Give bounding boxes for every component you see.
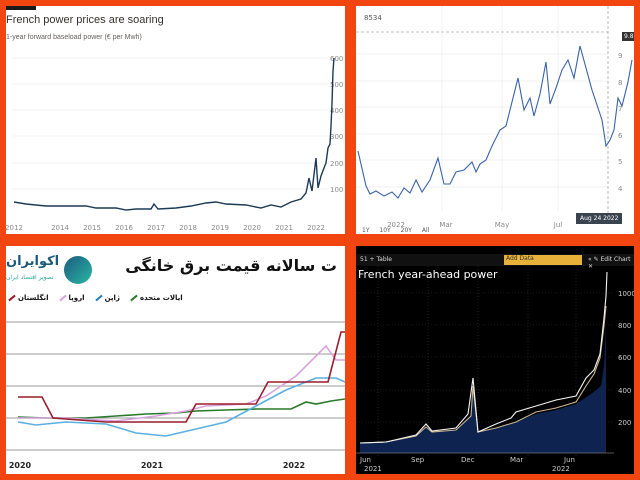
logo-name: اکوایران [6,254,60,269]
svg-text:800: 800 [618,322,631,330]
chart-title: French year-ahead power [358,268,498,281]
svg-text:5: 5 [618,158,622,166]
last-price-tag: 9.83 [622,32,634,41]
bloomberg-toolbar: 51 + Table Add Data « ✎ Edit Chart ✕ [356,254,634,270]
svg-text:Mar: Mar [510,456,523,464]
svg-text:Sep: Sep [411,456,425,464]
price-line-chart[interactable]: 9 8 7 6 5 4 2022 Mar May Jul [356,6,634,234]
svg-text:600: 600 [618,354,631,362]
svg-text:1000: 1000 [618,290,634,298]
add-data-field[interactable]: Add Data [504,255,582,265]
range-selector[interactable]: 1Y 10Y 20Y All [362,227,437,234]
svg-text:2016: 2016 [115,224,133,232]
svg-text:2022: 2022 [283,461,305,470]
svg-text:2020: 2020 [243,224,261,232]
legend-usa: ایالات متحده [128,294,183,302]
svg-text:2012: 2012 [6,224,23,232]
bloomberg-chart-panel: 51 + Table Add Data « ✎ Edit Chart ✕ Fre… [356,246,634,474]
logo-mark-icon [64,256,92,284]
svg-text:2017: 2017 [147,224,165,232]
legend-europe: اروپا [57,294,85,302]
svg-text:Jul: Jul [553,221,563,229]
svg-text:8: 8 [618,79,622,87]
ecoiran-line-chart: 2020 2021 2022 [6,321,345,470]
ft-line-chart: 600 500 400 300 200 100 2012 2014 2015 2… [6,55,343,232]
svg-text:9: 9 [618,52,622,60]
legend-uk: انگلستان [6,294,49,302]
edit-chart-button[interactable]: « ✎ Edit Chart ✕ [588,256,631,270]
svg-text:400: 400 [330,107,343,115]
svg-text:100: 100 [330,186,343,194]
svg-text:2022: 2022 [307,224,325,232]
ft-chart-panel: French power prices are soaring 1-year f… [6,6,345,234]
svg-text:2014: 2014 [51,224,69,232]
svg-text:2020: 2020 [9,461,32,470]
chart-legend: ایالات متحده ژاپن اروپا انگلستان [6,294,183,302]
svg-text:400: 400 [618,387,631,395]
svg-text:2019: 2019 [211,224,229,232]
svg-text:2022: 2022 [552,465,570,473]
svg-text:2015: 2015 [83,224,101,232]
ft-brand-bar [6,6,36,10]
svg-text:Jun: Jun [359,456,371,464]
svg-text:Jun: Jun [563,456,575,464]
chart-title: ت سالانه قیمت برق خانگی [125,256,337,275]
price-chart-panel: 8534 9 8 7 6 5 4 2022 Mar May Jul [356,6,634,234]
range-all[interactable]: All [421,227,430,234]
ecoiran-chart-panel: اکوایران تصویر اقتصاد ایران ت سالانه قیم… [6,246,345,474]
svg-text:200: 200 [618,419,631,427]
svg-text:300: 300 [330,133,343,141]
svg-text:200: 200 [330,160,343,168]
svg-text:2022: 2022 [387,221,405,229]
svg-text:6: 6 [618,132,623,140]
range-10y[interactable]: 10Y [379,227,391,234]
chart-title: French power prices are soaring [6,14,164,26]
chart-subtitle: 1-year forward baseload power (€ per Mwh… [6,34,142,41]
svg-text:Dec: Dec [461,456,475,464]
range-20y[interactable]: 20Y [400,227,412,234]
top-value-label: 8534 [364,14,382,22]
toolbar-table-button[interactable]: 51 + Table [360,256,392,263]
svg-text:600: 600 [330,55,343,63]
bloomberg-area-chart: 1000 800 600 400 200 Jun 2021 Sep Dec Ma… [356,266,634,473]
legend-japan: ژاپن [93,294,120,302]
svg-text:500: 500 [330,81,343,89]
svg-text:2021: 2021 [275,224,293,232]
svg-text:Mar: Mar [439,221,452,229]
range-1y[interactable]: 1Y [362,227,370,234]
svg-text:2021: 2021 [141,461,164,470]
svg-text:4: 4 [618,185,623,193]
svg-text:2018: 2018 [179,224,197,232]
ecoiran-logo: اکوایران تصویر اقتصاد ایران [6,254,96,290]
logo-tagline: تصویر اقتصاد ایران [6,274,54,281]
svg-text:May: May [495,221,509,229]
svg-text:2021: 2021 [364,465,382,473]
svg-text:7: 7 [618,105,622,113]
crosshair-date-tag: Aug 24 2022 [576,213,623,224]
